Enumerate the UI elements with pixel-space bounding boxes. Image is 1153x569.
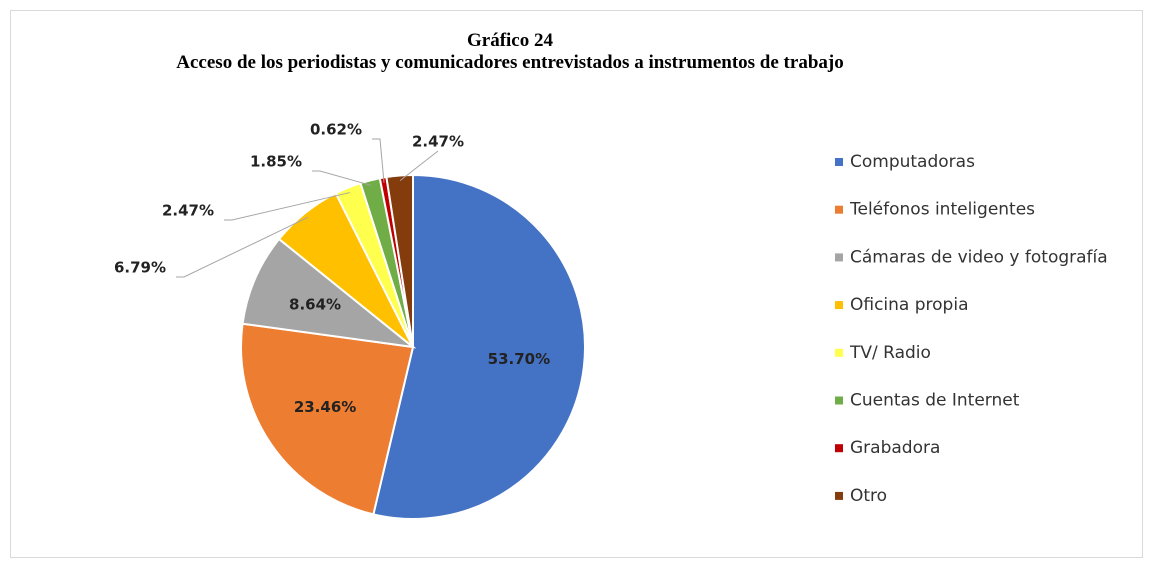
legend-swatch [835,444,843,453]
legend-swatch [835,491,843,500]
legend-swatch [835,348,843,357]
legend-swatch [835,158,843,166]
legend-label: Oficina propia [850,295,969,315]
data-label: 8.64% [289,295,341,313]
pie-slice [241,237,417,349]
leader-line [224,192,350,221]
legend-swatch [835,301,843,310]
data-label: 53.70% [488,350,550,368]
pie-slice [385,173,414,348]
data-label: 1.85% [250,153,302,171]
titles: Gráfico 24 Acceso de los periodistas y c… [160,30,860,74]
data-label: 0.62% [310,121,362,139]
leader-line [176,216,309,278]
chart-subtitle: Acceso de los periodistas y comunicadore… [176,52,844,73]
legend-label: TV/ Radio [849,343,931,363]
legend-label: Teléfonos inteligentes [849,200,1035,220]
pie-slice [372,173,586,520]
chart-title: Gráfico 24 [466,30,553,51]
data-label: 6.79% [114,259,166,277]
legend-label: Computadoras [850,152,975,172]
legend-swatch [835,205,843,214]
legend-label: Cuentas de Internet [850,391,1020,411]
legend-swatch [835,396,843,405]
pie-slice [240,322,415,516]
data-label: 23.46% [294,398,356,416]
legend-label: Cámaras de video y fotografía [850,247,1108,267]
chart-frame [10,10,1143,558]
data-label: 2.47% [412,133,464,151]
leader-line [399,150,439,182]
leader-line [372,138,385,183]
legend-label: Grabadora [850,438,940,458]
legend-label: Otro [850,486,887,506]
leader-line [312,170,372,186]
legend-swatch [835,253,843,262]
data-label: 2.47% [162,202,214,220]
